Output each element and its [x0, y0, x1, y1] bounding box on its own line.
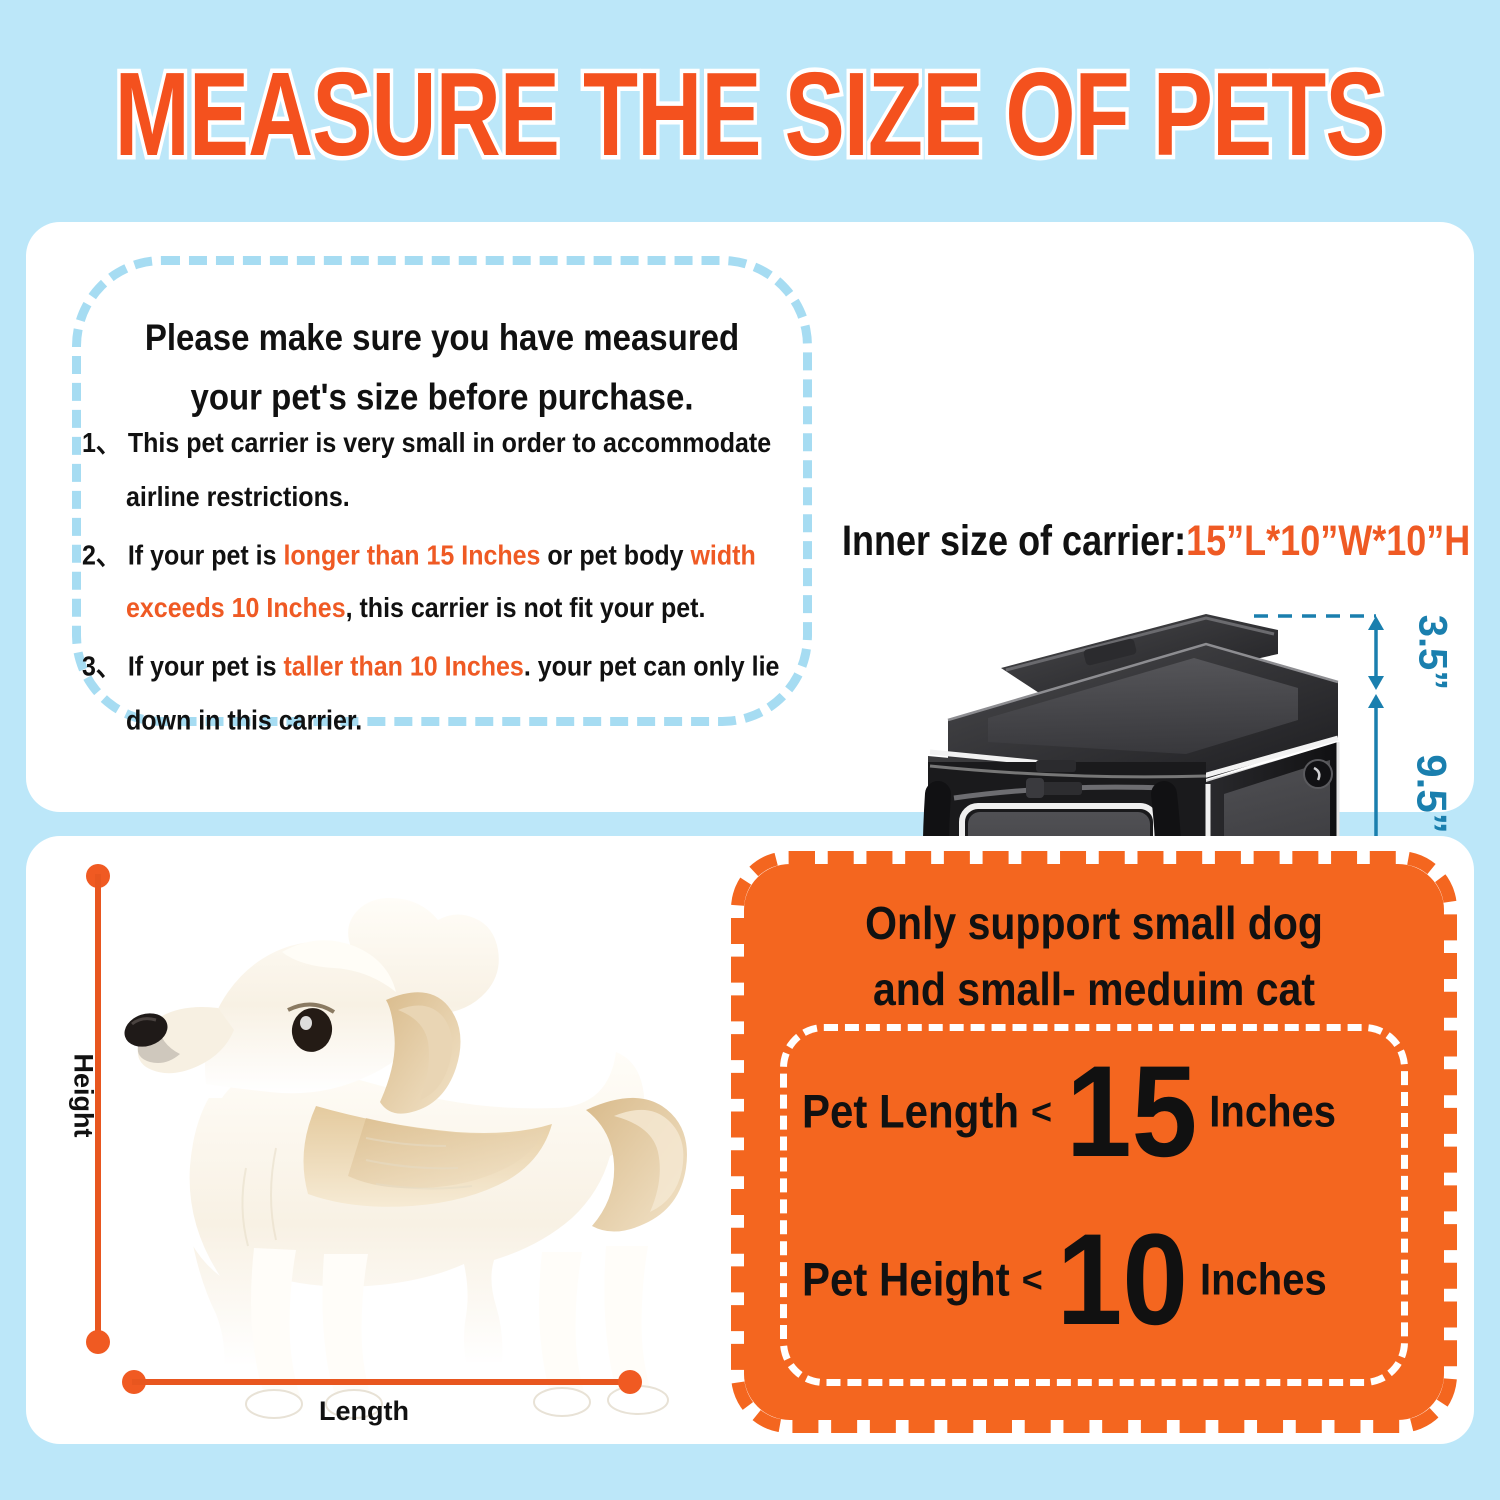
spec-pet-height-unit: Inches [1199, 1255, 1327, 1305]
page-title: MEASURE THE SIZE OF PETS [112, 42, 1390, 184]
instruction-1-line1: This pet carrier is very small in order … [127, 428, 772, 459]
spec-row-pet-height: Pet Height < 10 Inches [802, 1215, 1327, 1344]
support-callout-box: Only support small dog and small- meduim… [731, 851, 1457, 1433]
instruction-3-highlight-taller: taller than 10 Inches [283, 651, 524, 683]
instruction-2-number: 2、 [82, 539, 121, 571]
instruction-1-line2: airline restrictions. [126, 481, 350, 513]
spec-pet-height-label: Pet Height [802, 1253, 1010, 1307]
instruction-3-text-b: . your pet can only lie [523, 651, 780, 683]
length-guide-dot-right [618, 1370, 642, 1394]
instructions-heading-line1: Please make sure you have measured [144, 316, 740, 358]
spec-pet-length-value: 15 [1066, 1039, 1198, 1185]
spec-pet-height-operator: < [1021, 1259, 1043, 1301]
instructions-list: 1、 This pet carrier is very small in ord… [82, 417, 822, 752]
instruction-3-text-a: If your pet is [127, 651, 284, 683]
spec-pet-length-unit: Inches [1209, 1087, 1337, 1137]
instruction-2-text-b: or pet body [540, 539, 691, 571]
length-label: Length [319, 1396, 409, 1426]
height-guide-line [95, 874, 101, 1340]
info-panel-bottom: Height Length Only support small dog and… [26, 836, 1474, 1444]
instruction-1-number: 1、 [82, 428, 121, 459]
inner-size-label: Inner size of carrier: [842, 516, 1187, 565]
support-specs-border [780, 1024, 1408, 1386]
inner-size-value: 15”L*10”W*10”H [1186, 516, 1471, 565]
info-panel-top: Please make sure you have measured your … [26, 222, 1474, 997]
instruction-2-line2-rest: , this carrier is not fit your pet. [345, 593, 706, 625]
spec-row-pet-length: Pet Length < 15 Inches [802, 1047, 1337, 1176]
instructions-heading-line2: your pet's size before purchase. [190, 376, 694, 418]
instruction-item-3: 3、 If your pet is taller than 10 Inches.… [82, 640, 822, 747]
instruction-2-highlight-length: longer than 15 Inches [283, 539, 541, 571]
instruction-item-2: 2、 If your pet is longer than 15 Inches … [82, 529, 822, 636]
instruction-3-number: 3、 [82, 651, 121, 683]
height-label: Height [68, 1053, 99, 1138]
instruction-2-highlight-width: width [690, 539, 756, 571]
instruction-item-1: 1、 This pet carrier is very small in ord… [82, 417, 822, 524]
dog-measurement-diagram: Height Length [66, 848, 746, 1428]
spec-pet-length-label: Pet Length [802, 1085, 1019, 1139]
inner-size-heading: Inner size of carrier:15”L*10”W*10”H [842, 516, 1500, 566]
dimension-label-top-flap: 3.5” [1410, 614, 1455, 691]
dimension-label-body-height: 9.5” [1408, 754, 1456, 834]
instruction-2-text-a: If your pet is [127, 539, 284, 571]
spec-pet-length-operator: < [1031, 1091, 1053, 1133]
support-heading-line1: Only support small dog [865, 896, 1323, 950]
instruction-3-line2: down in this carrier. [126, 704, 363, 736]
support-heading: Only support small dog and small- meduim… [744, 890, 1444, 1023]
spec-pet-height-value: 10 [1056, 1207, 1188, 1353]
dog-photo [124, 898, 687, 1419]
page-title-banner: MEASURE THE SIZE OF PETS [0, 42, 1500, 184]
height-guide-dot-bottom [86, 1330, 110, 1354]
length-guide-line [132, 1379, 628, 1385]
instruction-2-highlight-exceeds: exceeds 10 Inches [126, 593, 346, 625]
support-heading-line2: and small- meduim cat [872, 963, 1315, 1016]
instructions-card-border [72, 256, 812, 726]
instructions-heading: Please make sure you have measured your … [72, 256, 812, 427]
